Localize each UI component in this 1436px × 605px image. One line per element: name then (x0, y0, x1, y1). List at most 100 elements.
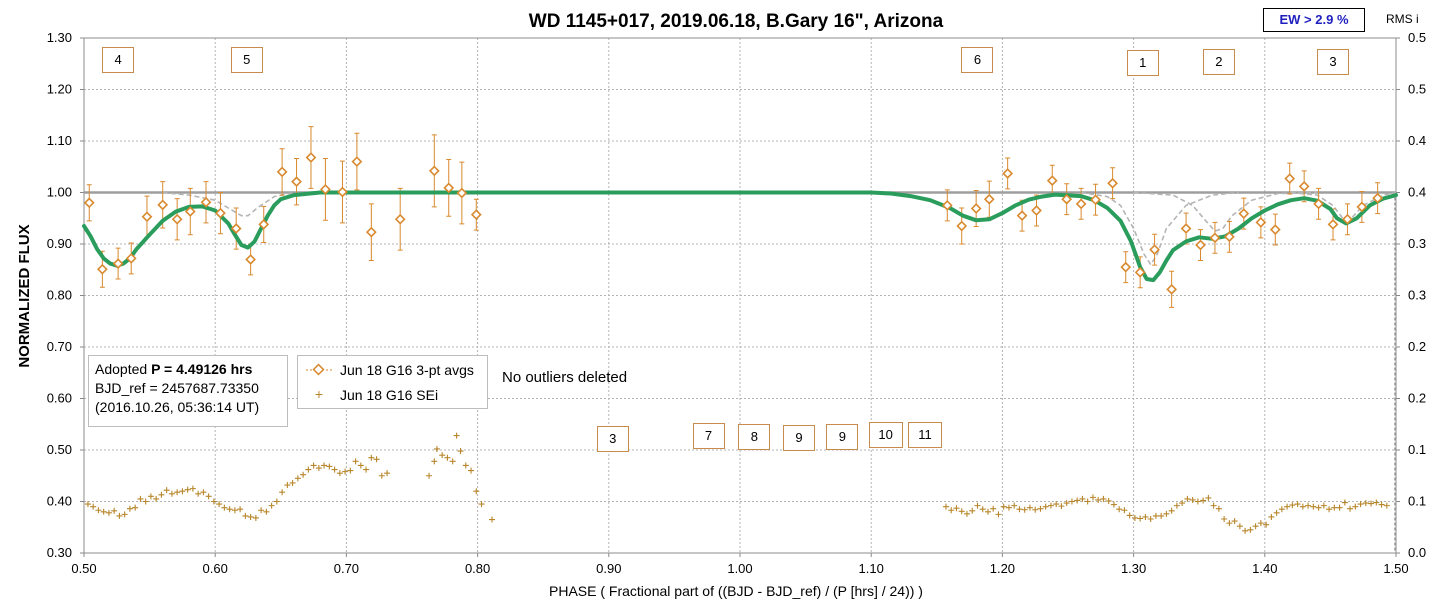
sei-point (347, 467, 354, 474)
sei-point (1273, 509, 1280, 516)
sei-point (1168, 507, 1175, 514)
avg-point (1238, 208, 1250, 219)
y-tick-label: 0.90 (47, 236, 72, 251)
legend-plus-icon: + (315, 386, 323, 402)
avg-point (125, 253, 137, 264)
sei-point (384, 470, 391, 477)
sei-point (1378, 501, 1385, 508)
avg-point (351, 156, 363, 167)
x-tick-label: 1.30 (1121, 561, 1146, 576)
plot-frame (83, 37, 1397, 554)
x-tick-label: 0.60 (203, 561, 228, 576)
avg-point (215, 207, 226, 219)
y2-tick-label: 0.3 (1408, 288, 1426, 303)
avg-point (230, 223, 242, 234)
sei-point (462, 462, 469, 469)
sei-point (1326, 506, 1333, 513)
sei-point (958, 508, 965, 515)
sei-point (1121, 507, 1128, 514)
sei-point (1289, 502, 1296, 509)
avg-point (1090, 194, 1101, 206)
event-marker-label: 9 (783, 425, 816, 452)
sei-point (1347, 505, 1354, 512)
avg-point (1356, 201, 1368, 213)
sei-point (126, 505, 133, 512)
avg-point (1180, 223, 1192, 234)
sei-point (1147, 516, 1154, 523)
sei-point (1005, 504, 1012, 511)
avg-point (320, 184, 331, 195)
sei-point (1079, 495, 1086, 502)
avg-point (1327, 219, 1339, 230)
x-tick-label: 0.70 (334, 561, 359, 576)
sei-point (1089, 494, 1096, 501)
y2-tick-label: 0.3 (1408, 236, 1426, 251)
sei-point (1110, 501, 1117, 508)
sei-point (158, 491, 165, 498)
y2-tick-label: 0.5 (1408, 82, 1426, 97)
sei-point (142, 498, 149, 505)
sei-point (289, 479, 296, 486)
sei-point (439, 452, 446, 459)
model-component-dashed (1080, 191, 1239, 267)
event-marker-label: 7 (692, 422, 725, 449)
sei-point (200, 489, 207, 496)
sei-point (168, 490, 175, 497)
sei-point (1100, 495, 1107, 502)
sei-point (1021, 506, 1028, 513)
sei-point (205, 493, 212, 500)
ew-badge: EW > 2.9 % (1263, 8, 1365, 32)
avg-point (428, 165, 440, 177)
period-value: P = 4.49126 hrs (151, 361, 253, 377)
x-tick-label: 1.10 (859, 561, 884, 576)
sei-point (1042, 503, 1049, 510)
sei-point (1026, 504, 1033, 511)
y2-tick-label: 0.5 (1408, 30, 1426, 45)
sei-point (247, 513, 254, 520)
sei-point (342, 468, 349, 475)
sei-point (1210, 502, 1217, 509)
sei-point (1047, 502, 1054, 509)
sei-point (468, 467, 475, 474)
avg-point (171, 213, 183, 225)
avg-point (1031, 205, 1042, 216)
sei-point (294, 475, 301, 482)
sei-point (1226, 520, 1233, 527)
y-axis-label: NORMALIZED FLUX (16, 224, 33, 367)
x-tick-label: 0.80 (465, 561, 490, 576)
legend: + Jun 18 G16 3-pt avgs Jun 18 G16 SEi (297, 355, 488, 409)
y-tick-label: 0.80 (47, 288, 72, 303)
sei-point (1310, 503, 1317, 510)
event-marker-label: 8 (738, 423, 771, 450)
sei-point (352, 458, 359, 465)
sei-point (1074, 497, 1081, 504)
sei-point (363, 466, 370, 473)
rms-label: RMS i (1386, 12, 1419, 26)
y2-tick-label: 0.2 (1408, 391, 1426, 406)
sei-point (431, 458, 438, 465)
x-tick-label: 1.00 (727, 561, 752, 576)
avg-point (443, 182, 455, 194)
avg-point (1269, 224, 1281, 235)
sei-point (373, 456, 380, 463)
sei-point (1221, 516, 1228, 523)
sei-point (1000, 503, 1007, 510)
sei-point (1016, 506, 1023, 513)
sei-point (1058, 503, 1065, 510)
avg-point (245, 254, 256, 265)
sei-point (1163, 510, 1170, 517)
y-tick-label: 0.30 (47, 545, 72, 560)
sei-point (100, 508, 107, 515)
sei-point (969, 507, 976, 514)
y-tick-label: 0.60 (47, 391, 72, 406)
sei-point (1336, 504, 1343, 511)
ref-date-line: (2016.10.26, 05:36:14 UT) (95, 399, 260, 415)
avg-point (1372, 192, 1384, 204)
sei-point (942, 503, 949, 510)
sei-point (1179, 500, 1186, 507)
sei-point (1194, 498, 1201, 505)
sei-point (1368, 500, 1375, 507)
sei-point (1068, 498, 1075, 505)
sei-point (147, 493, 154, 500)
